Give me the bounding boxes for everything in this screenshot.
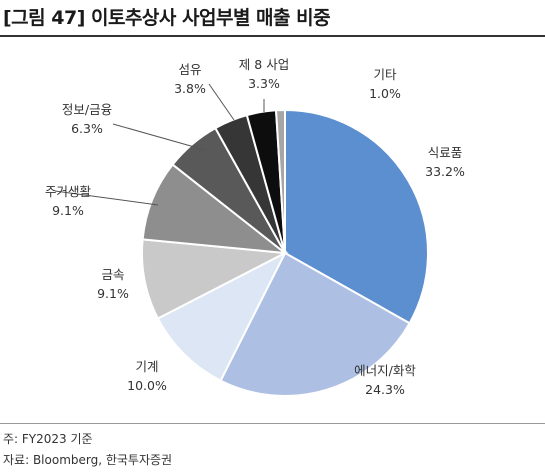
leader-line [208, 83, 235, 121]
pie-slice [141, 238, 289, 320]
slice-value-label: 1.0% [369, 86, 401, 101]
slice-value-label: 9.1% [97, 286, 129, 301]
slice-label: 제 8 사업 [239, 57, 289, 72]
chart-note: 주: FY2023 기준 [3, 432, 93, 446]
pie-slice [284, 108, 429, 325]
slice-value-label: 10.0% [127, 378, 167, 393]
leader-line [54, 190, 159, 206]
pie-slice [274, 108, 286, 254]
slice-label: 식료품 [428, 145, 463, 160]
leader-line [112, 123, 206, 151]
pie-slice [141, 163, 289, 255]
chart-source: 자료: Bloomberg, 한국투자증권 [3, 453, 173, 467]
slice-label: 금속 [101, 267, 124, 282]
title-rule [0, 35, 545, 37]
slice-value-label: 9.1% [52, 203, 84, 218]
slice-label: 섬유 [178, 62, 201, 77]
slice-label: 기계 [135, 359, 158, 374]
slice-value-label: 33.2% [425, 164, 465, 179]
slice-value-label: 6.3% [71, 121, 103, 136]
slice-value-label: 3.8% [174, 81, 206, 96]
slice-value-label: 24.3% [365, 382, 405, 397]
pie-chart: 식료품 33.2% 에너지/화학 24.3% 기계 10.0% 금속 9.1% 주거생활 9.1%… [45, 57, 465, 397]
slice-value-label: 3.3% [248, 76, 280, 91]
slice-label: 에너지/화학 [354, 363, 416, 378]
slice-label: 정보/금융 [62, 102, 112, 117]
slice-label: 주거생활 [45, 184, 92, 199]
pie-slice [156, 250, 288, 382]
slice-label: 기타 [373, 67, 397, 82]
footer-rule [0, 423, 545, 424]
figure-title: [그림 47] 이토추상사 사업부별 매출 비중 [3, 7, 331, 29]
